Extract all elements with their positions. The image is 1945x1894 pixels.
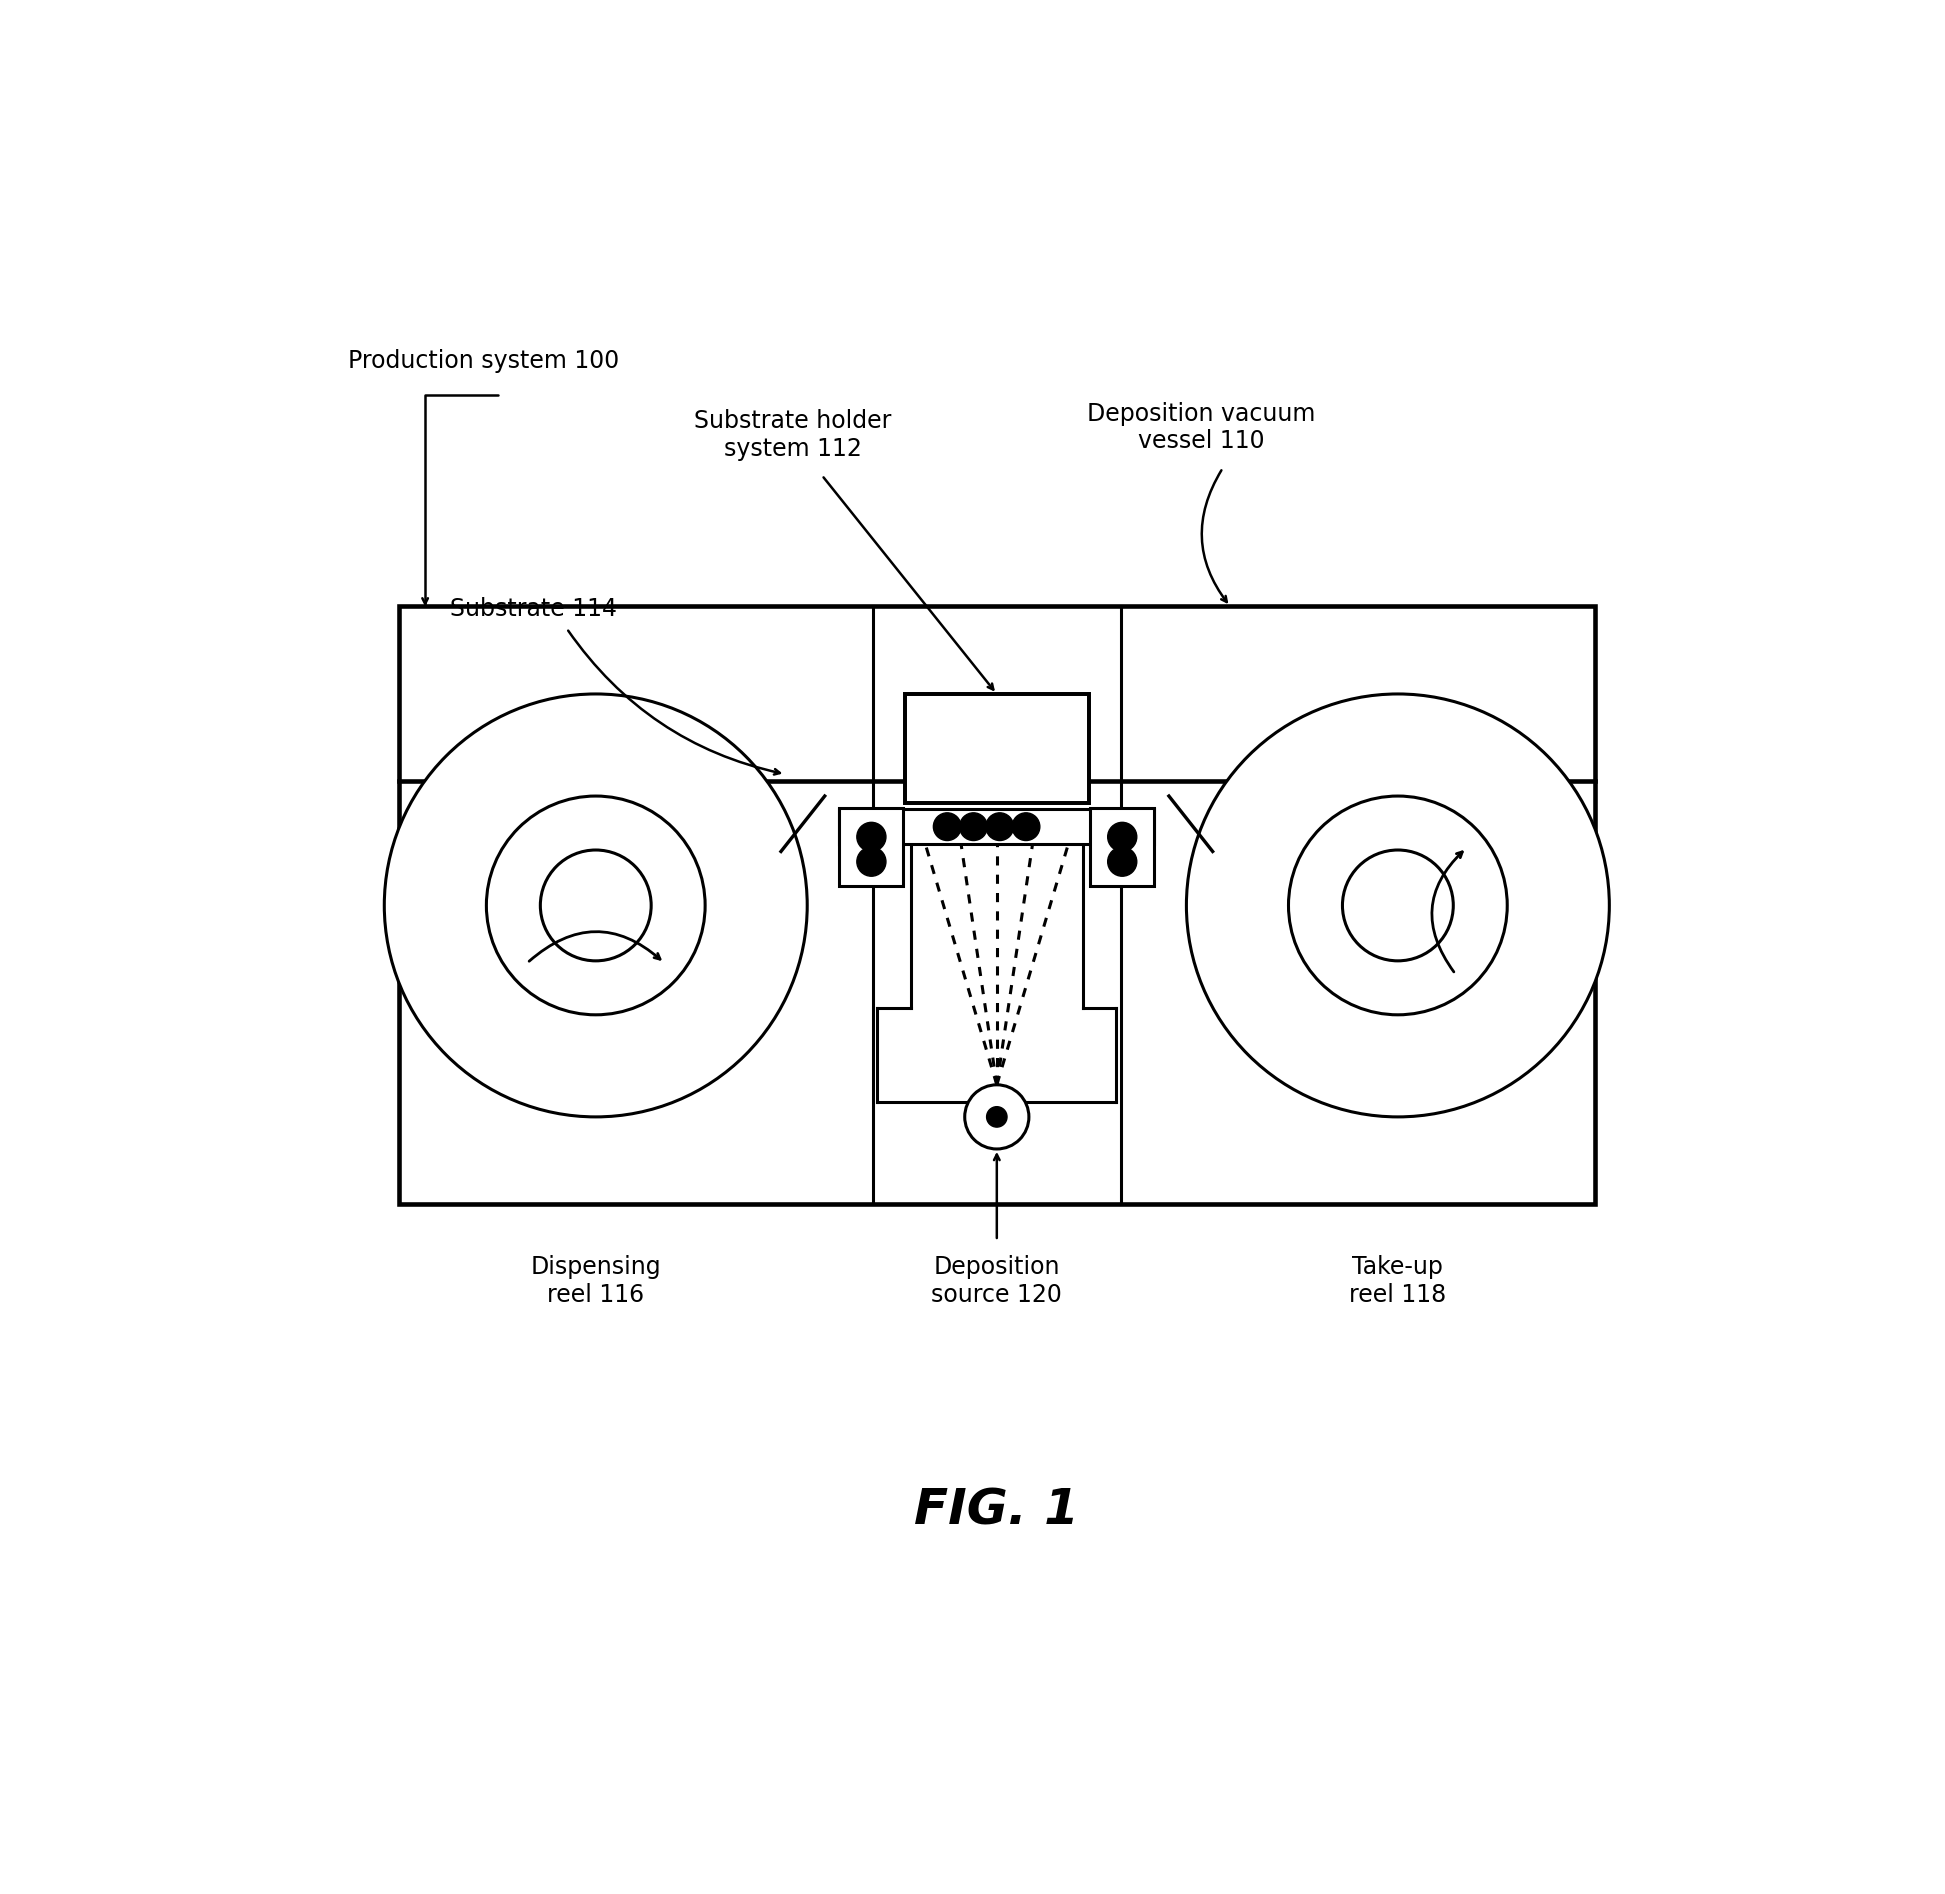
Bar [840, 809, 1153, 845]
Circle shape [959, 813, 988, 841]
Circle shape [965, 1085, 1029, 1150]
Circle shape [1109, 822, 1136, 852]
Circle shape [1011, 813, 1041, 841]
Text: Deposition vacuum
vessel 110: Deposition vacuum vessel 110 [1087, 402, 1315, 453]
Circle shape [1342, 850, 1453, 960]
Circle shape [1186, 693, 1609, 1117]
Circle shape [986, 1106, 1008, 1127]
Text: Dispensing
reel 116: Dispensing reel 116 [531, 1256, 661, 1307]
Circle shape [858, 847, 885, 877]
Text: FIG. 1: FIG. 1 [914, 1487, 1079, 1534]
Text: Substrate 114: Substrate 114 [449, 597, 617, 621]
Text: Production system 100: Production system 100 [348, 348, 619, 373]
Circle shape [986, 813, 1013, 841]
Circle shape [385, 693, 807, 1117]
Bar [904, 693, 1089, 803]
Bar [399, 606, 1595, 1205]
Circle shape [541, 850, 652, 960]
Circle shape [486, 795, 706, 1015]
Text: Deposition
source 120: Deposition source 120 [932, 1256, 1062, 1307]
Text: Take-up
reel 118: Take-up reel 118 [1350, 1256, 1447, 1307]
Circle shape [858, 822, 885, 852]
Bar [840, 807, 904, 886]
Text: Substrate holder
system 112: Substrate holder system 112 [694, 409, 891, 460]
Circle shape [1109, 847, 1136, 877]
Circle shape [1288, 795, 1507, 1015]
Circle shape [934, 813, 961, 841]
Bar [1089, 807, 1153, 886]
